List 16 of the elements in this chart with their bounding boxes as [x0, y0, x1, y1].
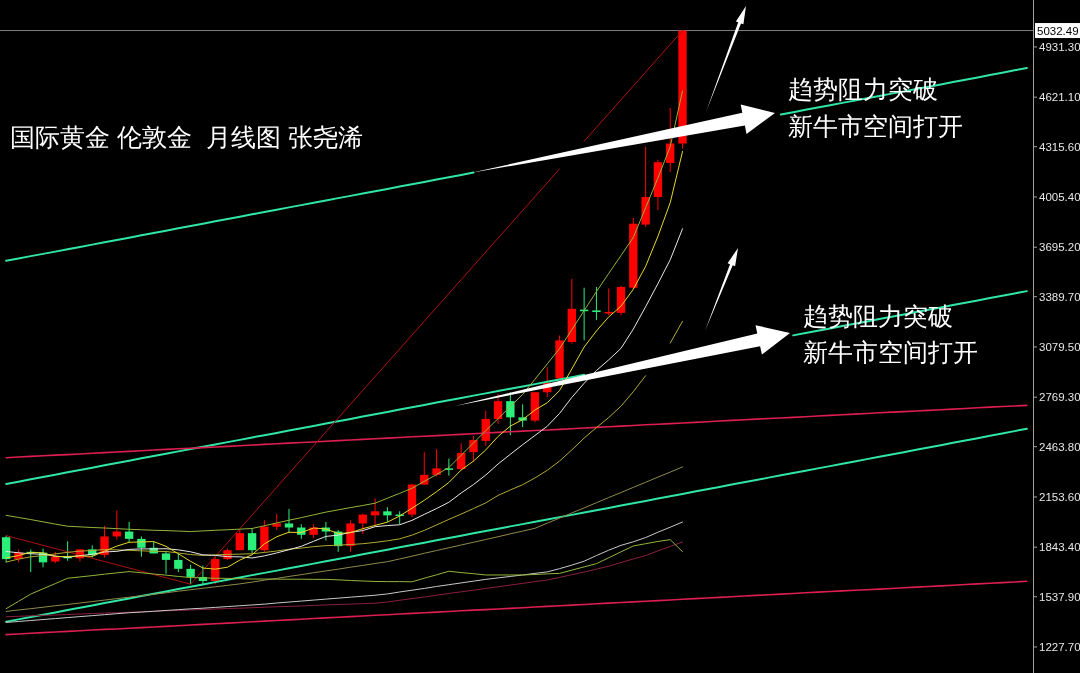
y-tick-label: 3695.20: [1039, 241, 1080, 254]
y-tick-label: 1537.90: [1039, 590, 1080, 603]
y-tick-label: 1843.40: [1039, 541, 1080, 554]
y-tick-label: 2153.60: [1039, 490, 1080, 503]
y-tick-label: 4931.30: [1039, 40, 1080, 53]
y-tick-label: 4621.10: [1039, 91, 1080, 104]
y-tick-label: 3079.50: [1039, 340, 1080, 353]
y-tick-label: 3389.70: [1039, 290, 1080, 303]
title: 国际黄金 伦敦金 月线图 张尧浠: [10, 123, 363, 151]
y-tick-label: 2769.30: [1039, 391, 1080, 404]
annotation: 新牛市空间打开: [788, 112, 963, 140]
y-tick-label: 4005.40: [1039, 190, 1080, 203]
y-tick-label: 4315.60: [1039, 140, 1080, 153]
y-tick-label: 2463.80: [1039, 440, 1080, 453]
y-tick-label: 1227.70: [1039, 640, 1080, 653]
annotation: 新牛市空间打开: [803, 338, 978, 366]
